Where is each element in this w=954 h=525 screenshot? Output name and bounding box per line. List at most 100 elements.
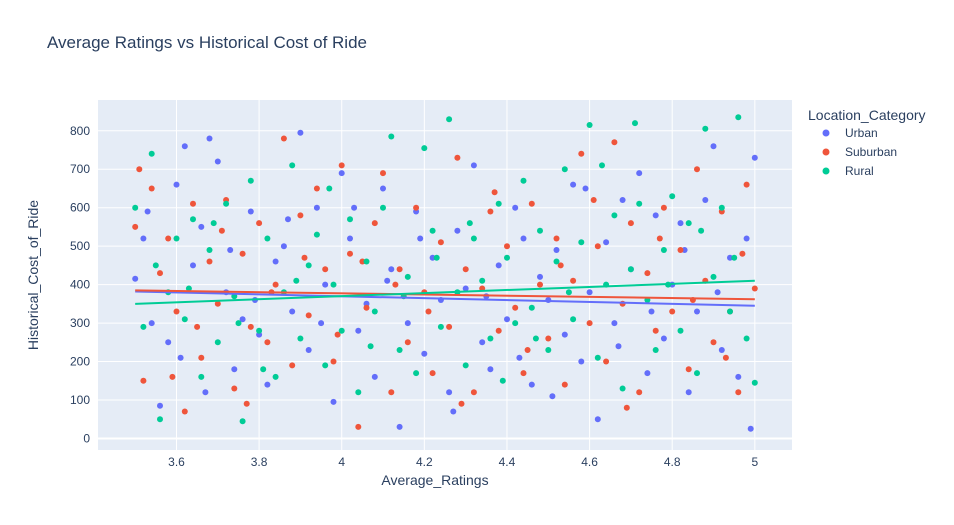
- data-point-rural: [223, 200, 230, 207]
- x-tick-label: 3.8: [251, 455, 268, 469]
- data-point-urban: [528, 381, 535, 388]
- plot-area: [98, 100, 792, 450]
- data-point-urban: [140, 235, 147, 242]
- data-point-rural: [685, 220, 692, 227]
- data-point-rural: [669, 193, 676, 200]
- data-point-rural: [297, 335, 304, 342]
- data-point-suburban: [623, 404, 630, 411]
- data-point-urban: [751, 154, 758, 161]
- data-point-suburban: [644, 270, 651, 277]
- data-point-rural: [421, 145, 428, 152]
- data-point-urban: [611, 320, 618, 327]
- data-point-rural: [735, 114, 742, 121]
- data-point-urban: [181, 143, 188, 150]
- data-point-urban: [512, 204, 519, 211]
- y-tick-label: 400: [70, 278, 90, 292]
- data-point-suburban: [256, 220, 263, 227]
- data-point-rural: [652, 347, 659, 353]
- data-point-rural: [710, 273, 717, 280]
- data-point-suburban: [313, 185, 320, 192]
- data-point-rural: [545, 347, 552, 353]
- data-point-suburban: [594, 243, 601, 250]
- data-point-urban: [173, 181, 180, 188]
- data-point-rural: [433, 254, 440, 261]
- data-point-rural: [611, 212, 618, 219]
- data-point-suburban: [660, 204, 667, 211]
- data-point-urban: [570, 181, 577, 188]
- data-point-rural: [326, 185, 333, 192]
- data-point-urban: [421, 350, 428, 357]
- data-point-rural: [466, 220, 473, 227]
- data-point-rural: [256, 327, 263, 334]
- data-point-rural: [565, 289, 572, 296]
- data-point-urban: [685, 389, 692, 396]
- data-point-rural: [371, 308, 378, 315]
- data-point-suburban: [694, 166, 700, 173]
- data-point-suburban: [239, 250, 246, 257]
- data-point-suburban: [388, 389, 395, 396]
- data-point-suburban: [264, 339, 271, 346]
- data-point-suburban: [446, 323, 453, 330]
- data-point-suburban: [710, 339, 717, 346]
- data-point-suburban: [190, 200, 196, 207]
- data-point-suburban: [537, 281, 543, 288]
- data-point-suburban: [334, 331, 341, 338]
- data-point-urban: [710, 143, 717, 150]
- data-point-urban: [157, 402, 163, 409]
- data-point-suburban: [570, 277, 577, 284]
- data-point-rural: [396, 347, 403, 353]
- data-point-rural: [413, 370, 420, 377]
- data-point-urban: [615, 343, 622, 350]
- data-point-rural: [619, 385, 626, 392]
- data-point-suburban: [743, 181, 750, 188]
- data-point-urban: [165, 339, 172, 346]
- data-point-suburban: [136, 166, 143, 173]
- data-point-suburban: [545, 335, 552, 342]
- x-tick-label: 4.6: [581, 455, 598, 469]
- data-point-suburban: [371, 220, 378, 227]
- data-point-urban: [371, 373, 378, 380]
- data-point-suburban: [553, 235, 560, 242]
- data-point-urban: [487, 366, 494, 373]
- data-points: [132, 114, 758, 432]
- data-point-urban: [652, 212, 659, 219]
- data-point-rural: [599, 162, 605, 169]
- data-point-urban: [247, 208, 254, 215]
- data-point-urban: [735, 373, 742, 380]
- chart-title: Average Ratings vs Historical Cost of Ri…: [47, 33, 367, 52]
- data-point-rural: [235, 320, 242, 327]
- data-point-suburban: [322, 266, 329, 273]
- data-point-rural: [561, 166, 568, 173]
- y-tick-label: 300: [70, 316, 90, 330]
- legend-label-rural: Rural: [845, 164, 874, 178]
- data-point-urban: [144, 208, 151, 215]
- data-point-urban: [429, 254, 436, 261]
- data-point-urban: [743, 235, 750, 242]
- data-point-suburban: [338, 162, 345, 169]
- data-point-urban: [586, 289, 593, 296]
- data-point-urban: [227, 247, 234, 253]
- data-point-suburban: [297, 212, 304, 219]
- data-point-suburban: [289, 362, 296, 369]
- data-point-suburban: [247, 323, 254, 330]
- data-point-rural: [305, 262, 312, 269]
- data-point-rural: [512, 320, 519, 327]
- data-point-suburban: [425, 308, 432, 315]
- data-point-urban: [322, 281, 329, 288]
- data-point-rural: [731, 254, 738, 261]
- data-point-urban: [520, 235, 527, 242]
- data-point-urban: [355, 327, 362, 334]
- data-point-urban: [677, 220, 684, 227]
- data-point-suburban: [148, 185, 155, 192]
- data-point-suburban: [751, 285, 758, 292]
- data-point-rural: [272, 373, 279, 380]
- data-point-urban: [313, 204, 320, 211]
- data-point-urban: [132, 275, 139, 282]
- data-point-suburban: [685, 366, 692, 373]
- legend-title: Location_Category: [808, 107, 926, 123]
- legend-label-urban: Urban: [845, 126, 878, 140]
- legend-marker-rural: [822, 167, 830, 175]
- data-point-suburban: [181, 408, 188, 415]
- data-point-rural: [537, 227, 543, 234]
